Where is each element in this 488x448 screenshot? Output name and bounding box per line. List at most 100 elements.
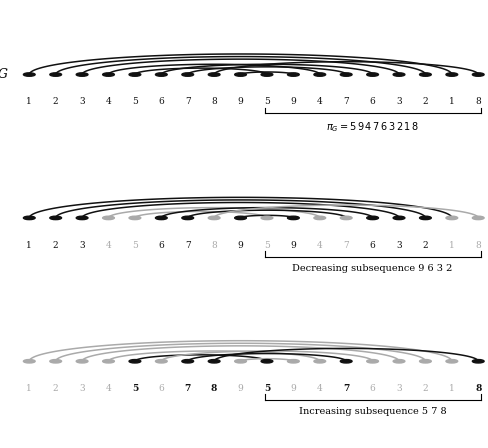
Text: 7: 7 bbox=[343, 384, 349, 393]
Text: 5: 5 bbox=[132, 384, 138, 393]
Text: 8: 8 bbox=[211, 384, 217, 393]
Circle shape bbox=[156, 73, 167, 76]
Circle shape bbox=[50, 360, 61, 363]
Text: 7: 7 bbox=[184, 384, 191, 393]
Text: 6: 6 bbox=[159, 98, 164, 107]
Text: 6: 6 bbox=[159, 384, 164, 393]
Text: 1: 1 bbox=[449, 241, 455, 250]
Text: 9: 9 bbox=[238, 98, 244, 107]
Circle shape bbox=[261, 216, 273, 220]
Text: Decreasing subsequence 9 6 3 2: Decreasing subsequence 9 6 3 2 bbox=[292, 264, 453, 273]
Circle shape bbox=[156, 216, 167, 220]
Text: 7: 7 bbox=[185, 241, 191, 250]
Text: 3: 3 bbox=[396, 98, 402, 107]
Text: 8: 8 bbox=[475, 384, 482, 393]
Circle shape bbox=[367, 216, 379, 220]
Circle shape bbox=[314, 360, 325, 363]
Text: 4: 4 bbox=[105, 384, 111, 393]
Circle shape bbox=[76, 73, 88, 76]
Text: 5: 5 bbox=[264, 98, 270, 107]
Text: 8: 8 bbox=[475, 98, 481, 107]
Text: 3: 3 bbox=[396, 384, 402, 393]
Circle shape bbox=[182, 216, 194, 220]
Circle shape bbox=[182, 73, 194, 76]
Circle shape bbox=[102, 360, 114, 363]
Circle shape bbox=[261, 73, 273, 76]
Text: 1: 1 bbox=[449, 98, 455, 107]
Circle shape bbox=[393, 73, 405, 76]
Circle shape bbox=[208, 216, 220, 220]
Circle shape bbox=[472, 216, 484, 220]
Text: 4: 4 bbox=[317, 98, 323, 107]
Text: 1: 1 bbox=[449, 384, 455, 393]
Circle shape bbox=[446, 360, 458, 363]
Text: 7: 7 bbox=[344, 98, 349, 107]
Text: Increasing subsequence 5 7 8: Increasing subsequence 5 7 8 bbox=[299, 407, 447, 416]
Text: 2: 2 bbox=[53, 384, 59, 393]
Circle shape bbox=[129, 360, 141, 363]
Circle shape bbox=[287, 360, 299, 363]
Circle shape bbox=[23, 360, 35, 363]
Circle shape bbox=[446, 73, 458, 76]
Text: 2: 2 bbox=[423, 98, 428, 107]
Text: G: G bbox=[0, 68, 7, 81]
Circle shape bbox=[76, 360, 88, 363]
Circle shape bbox=[50, 216, 61, 220]
Circle shape bbox=[76, 216, 88, 220]
Circle shape bbox=[208, 73, 220, 76]
Text: 9: 9 bbox=[290, 384, 296, 393]
Circle shape bbox=[287, 73, 299, 76]
Text: 2: 2 bbox=[53, 98, 59, 107]
Circle shape bbox=[393, 216, 405, 220]
Text: 5: 5 bbox=[132, 241, 138, 250]
Text: 6: 6 bbox=[159, 241, 164, 250]
Text: 4: 4 bbox=[105, 98, 111, 107]
Circle shape bbox=[287, 216, 299, 220]
Circle shape bbox=[314, 216, 325, 220]
Text: $\pi_{G} = 5\,9\,4\,7\,6\,3\,2\,1\,8$: $\pi_{G} = 5\,9\,4\,7\,6\,3\,2\,1\,8$ bbox=[326, 121, 419, 134]
Text: 5: 5 bbox=[132, 98, 138, 107]
Text: 9: 9 bbox=[290, 241, 296, 250]
Text: 6: 6 bbox=[370, 384, 375, 393]
Circle shape bbox=[50, 73, 61, 76]
Circle shape bbox=[393, 360, 405, 363]
Text: 5: 5 bbox=[264, 241, 270, 250]
Circle shape bbox=[420, 216, 431, 220]
Circle shape bbox=[446, 216, 458, 220]
Circle shape bbox=[182, 360, 194, 363]
Circle shape bbox=[23, 216, 35, 220]
Text: 3: 3 bbox=[79, 384, 85, 393]
Text: 1: 1 bbox=[26, 241, 32, 250]
Circle shape bbox=[340, 360, 352, 363]
Circle shape bbox=[129, 73, 141, 76]
Circle shape bbox=[472, 360, 484, 363]
Circle shape bbox=[235, 216, 246, 220]
Circle shape bbox=[340, 216, 352, 220]
Text: 6: 6 bbox=[370, 241, 375, 250]
Text: 2: 2 bbox=[53, 241, 59, 250]
Circle shape bbox=[472, 73, 484, 76]
Text: 7: 7 bbox=[185, 98, 191, 107]
Circle shape bbox=[340, 73, 352, 76]
Text: 4: 4 bbox=[317, 384, 323, 393]
Text: 3: 3 bbox=[79, 241, 85, 250]
Circle shape bbox=[314, 73, 325, 76]
Text: 1: 1 bbox=[26, 98, 32, 107]
Circle shape bbox=[156, 360, 167, 363]
Circle shape bbox=[102, 216, 114, 220]
Circle shape bbox=[208, 360, 220, 363]
Circle shape bbox=[367, 360, 379, 363]
Circle shape bbox=[235, 360, 246, 363]
Circle shape bbox=[261, 360, 273, 363]
Circle shape bbox=[420, 360, 431, 363]
Text: 8: 8 bbox=[475, 241, 481, 250]
Text: 8: 8 bbox=[211, 241, 217, 250]
Circle shape bbox=[367, 73, 379, 76]
Text: 2: 2 bbox=[423, 241, 428, 250]
Text: 3: 3 bbox=[396, 241, 402, 250]
Text: 9: 9 bbox=[238, 241, 244, 250]
Text: 6: 6 bbox=[370, 98, 375, 107]
Text: 8: 8 bbox=[211, 98, 217, 107]
Circle shape bbox=[235, 73, 246, 76]
Circle shape bbox=[102, 73, 114, 76]
